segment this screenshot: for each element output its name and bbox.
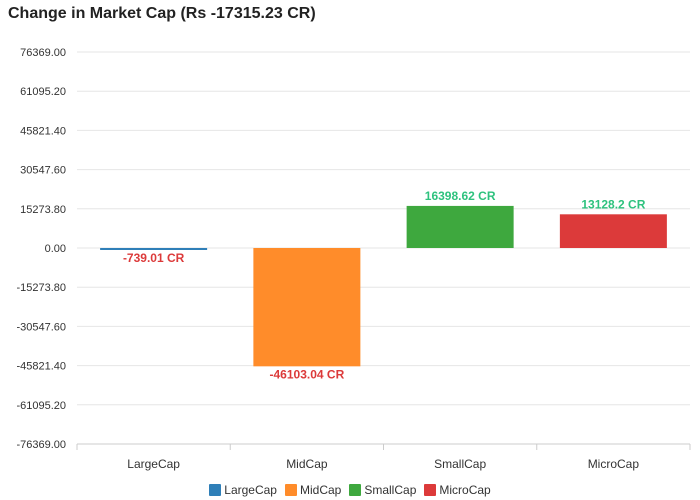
data-label-largecap: -739.01 CR: [123, 251, 185, 265]
data-label-microcap: 13128.2 CR: [581, 197, 645, 211]
legend-item-smallcap[interactable]: SmallCap: [349, 483, 416, 497]
y-tick-label: 45821.40: [20, 125, 66, 137]
x-axis-categories: LargeCap MidCap SmallCap MicroCap: [127, 457, 639, 471]
legend-label-midcap: MidCap: [299, 483, 342, 497]
grid-lines: [76, 51, 691, 450]
y-axis-ticks: 76369.00 61095.20 45821.40 30547.60 15273.80…: [16, 47, 66, 451]
legend-item-midcap[interactable]: MidCap: [284, 483, 342, 497]
category-label-largecap: LargeCap: [127, 457, 180, 471]
y-tick-label: -15273.80: [16, 282, 66, 294]
legend-swatch-largecap: [209, 484, 222, 496]
legend-swatch-microcap: [424, 484, 437, 496]
legend-label-microcap: MicroCap: [439, 483, 491, 497]
bar-smallcap[interactable]: [406, 205, 514, 248]
legend-label-smallcap: SmallCap: [364, 483, 417, 497]
y-tick-label: 15273.80: [20, 204, 66, 216]
y-tick-label: 30547.60: [20, 165, 66, 177]
bar-midcap[interactable]: [253, 248, 361, 367]
y-tick-label: 76369.00: [20, 47, 66, 59]
y-tick-label: 61095.20: [20, 86, 66, 98]
bar-largecap[interactable]: [100, 248, 208, 250]
category-label-microcap: MicroCap: [588, 457, 640, 471]
category-label-smallcap: SmallCap: [434, 457, 486, 471]
y-tick-label: -76369.00: [16, 439, 66, 451]
legend-label-largecap: LargeCap: [224, 483, 277, 497]
category-label-midcap: MidCap: [286, 457, 328, 471]
y-tick-label: 0.00: [45, 243, 66, 255]
legend-item-largecap[interactable]: LargeCap: [209, 483, 277, 497]
bar-microcap[interactable]: [559, 214, 667, 248]
legend: LargeCap MidCap SmallCap MicroCap: [0, 481, 700, 499]
data-label-midcap: -46103.04 CR: [270, 367, 345, 381]
bar-chart: 76369.00 61095.20 45821.40 30547.60 15273.80…: [16, 47, 691, 471]
chart-title: Change in Market Cap (Rs -17315.23 CR): [8, 5, 316, 22]
data-label-smallcap: 16398.62 CR: [425, 189, 496, 203]
legend-item-microcap[interactable]: MicroCap: [424, 483, 491, 497]
bars: [100, 205, 667, 367]
legend-swatch-smallcap: [349, 484, 362, 496]
y-tick-label: -61095.20: [16, 400, 66, 412]
y-tick-label: -45821.40: [16, 361, 66, 373]
data-labels: -739.01 CR -46103.04 CR 16398.62 CR 13128.2…: [123, 189, 646, 381]
y-tick-label: -30547.60: [16, 321, 66, 333]
legend-swatch-midcap: [284, 484, 297, 496]
